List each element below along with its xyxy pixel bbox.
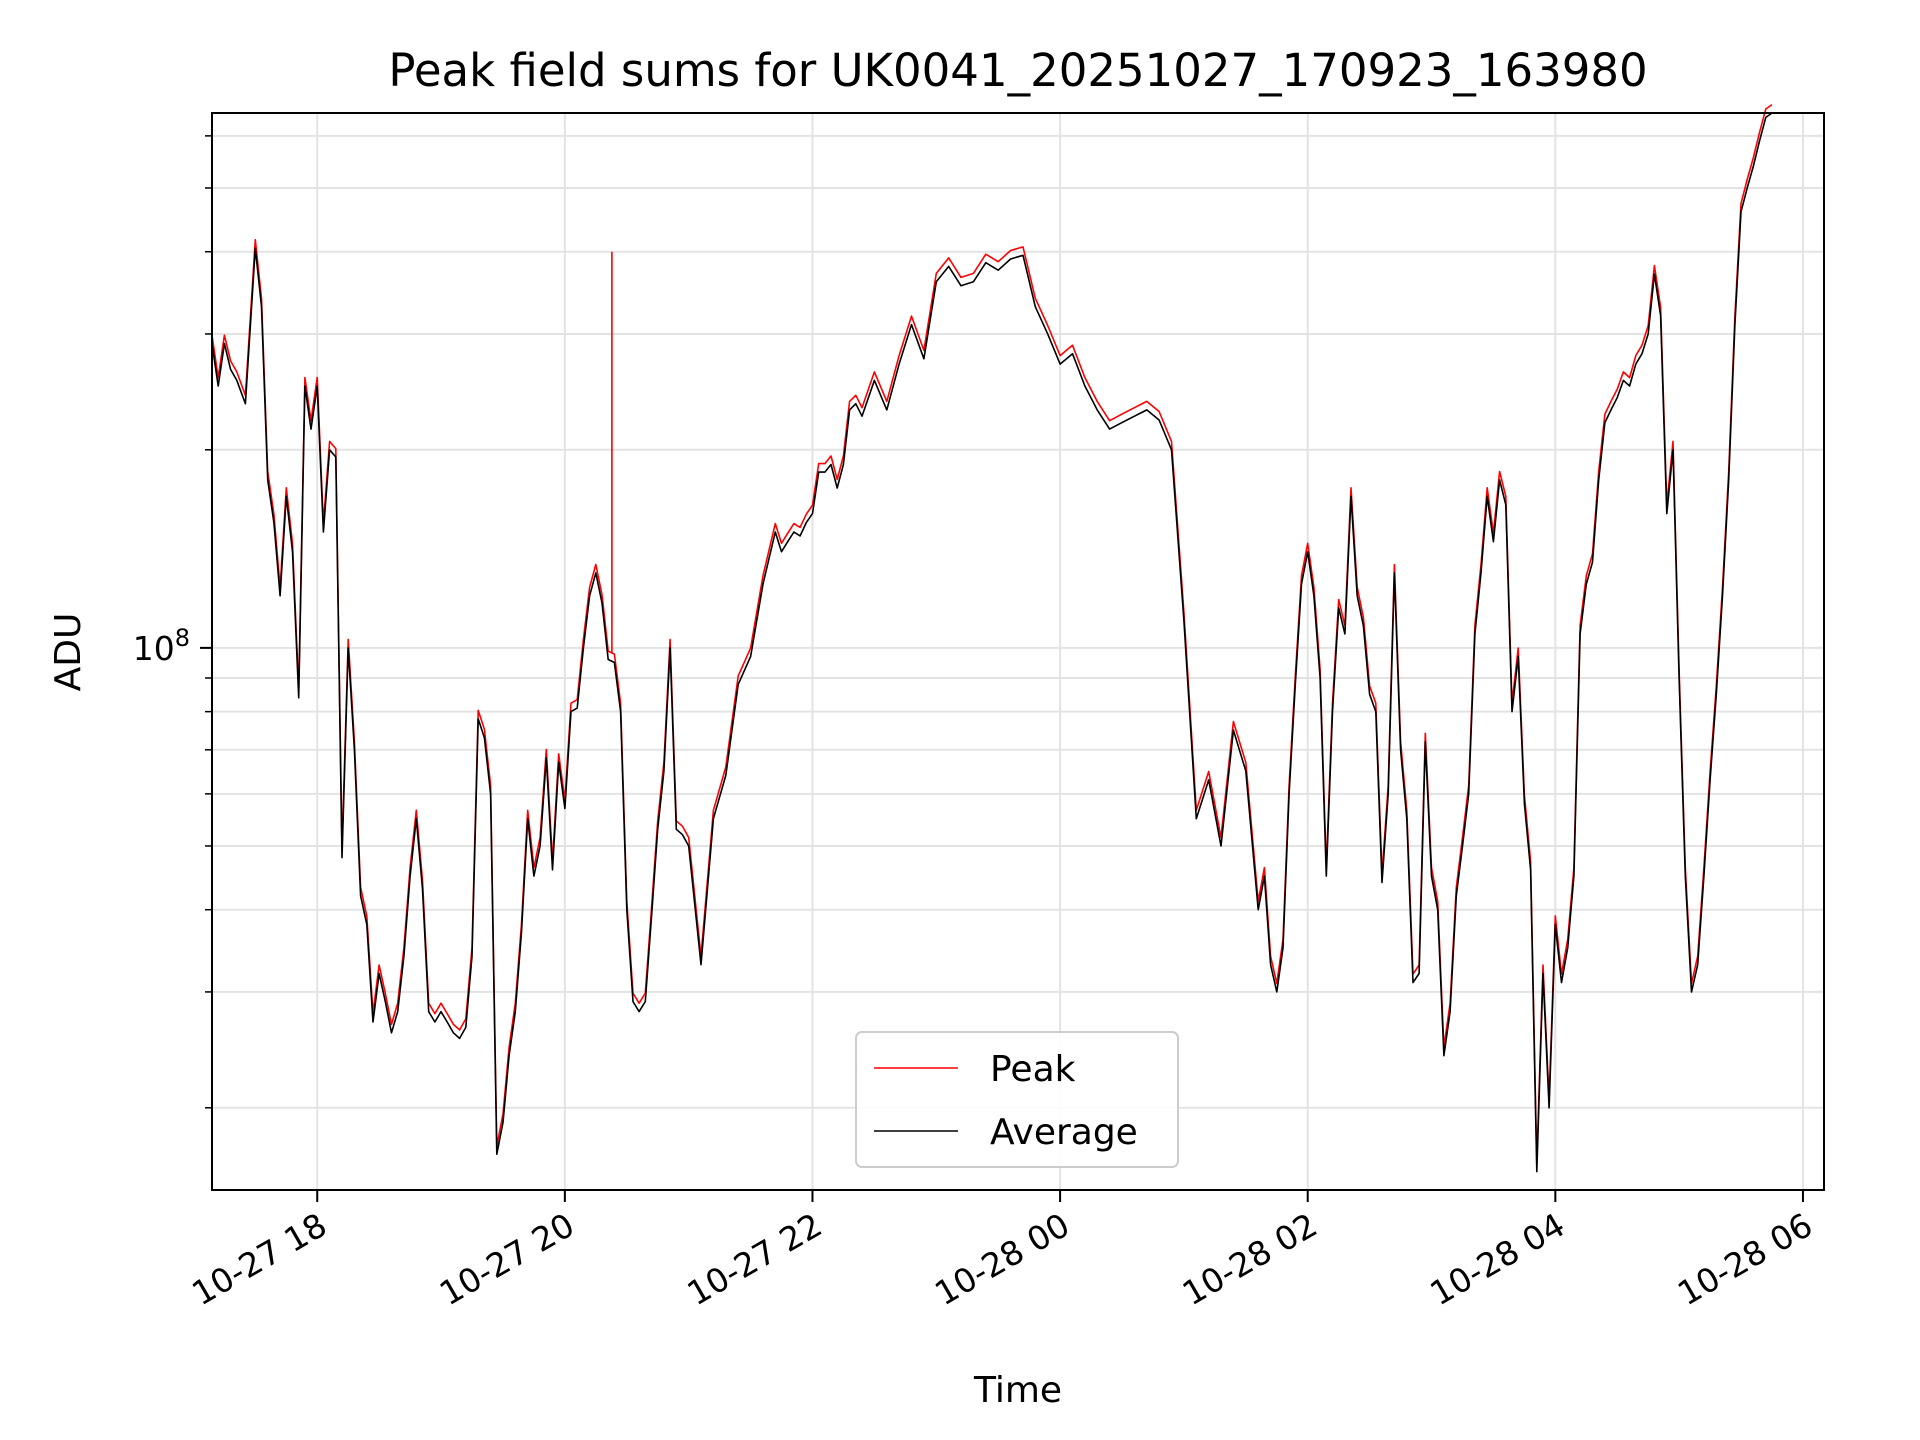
legend: Peak Average (855, 1031, 1179, 1168)
chart-title: Peak field sums for UK0041_20251027_1709… (388, 44, 1647, 97)
grid (212, 113, 1824, 1190)
series-average-line (211, 112, 1773, 1173)
plot-area (211, 103, 1773, 1173)
legend-box (855, 1031, 1179, 1168)
y-axis-label: ADU (48, 613, 89, 692)
axes-frame (211, 112, 1825, 1191)
legend-average-label: Average (990, 1112, 1138, 1153)
legend-peak-label: Peak (990, 1049, 1076, 1090)
x-axis-label: Time (973, 1370, 1062, 1411)
